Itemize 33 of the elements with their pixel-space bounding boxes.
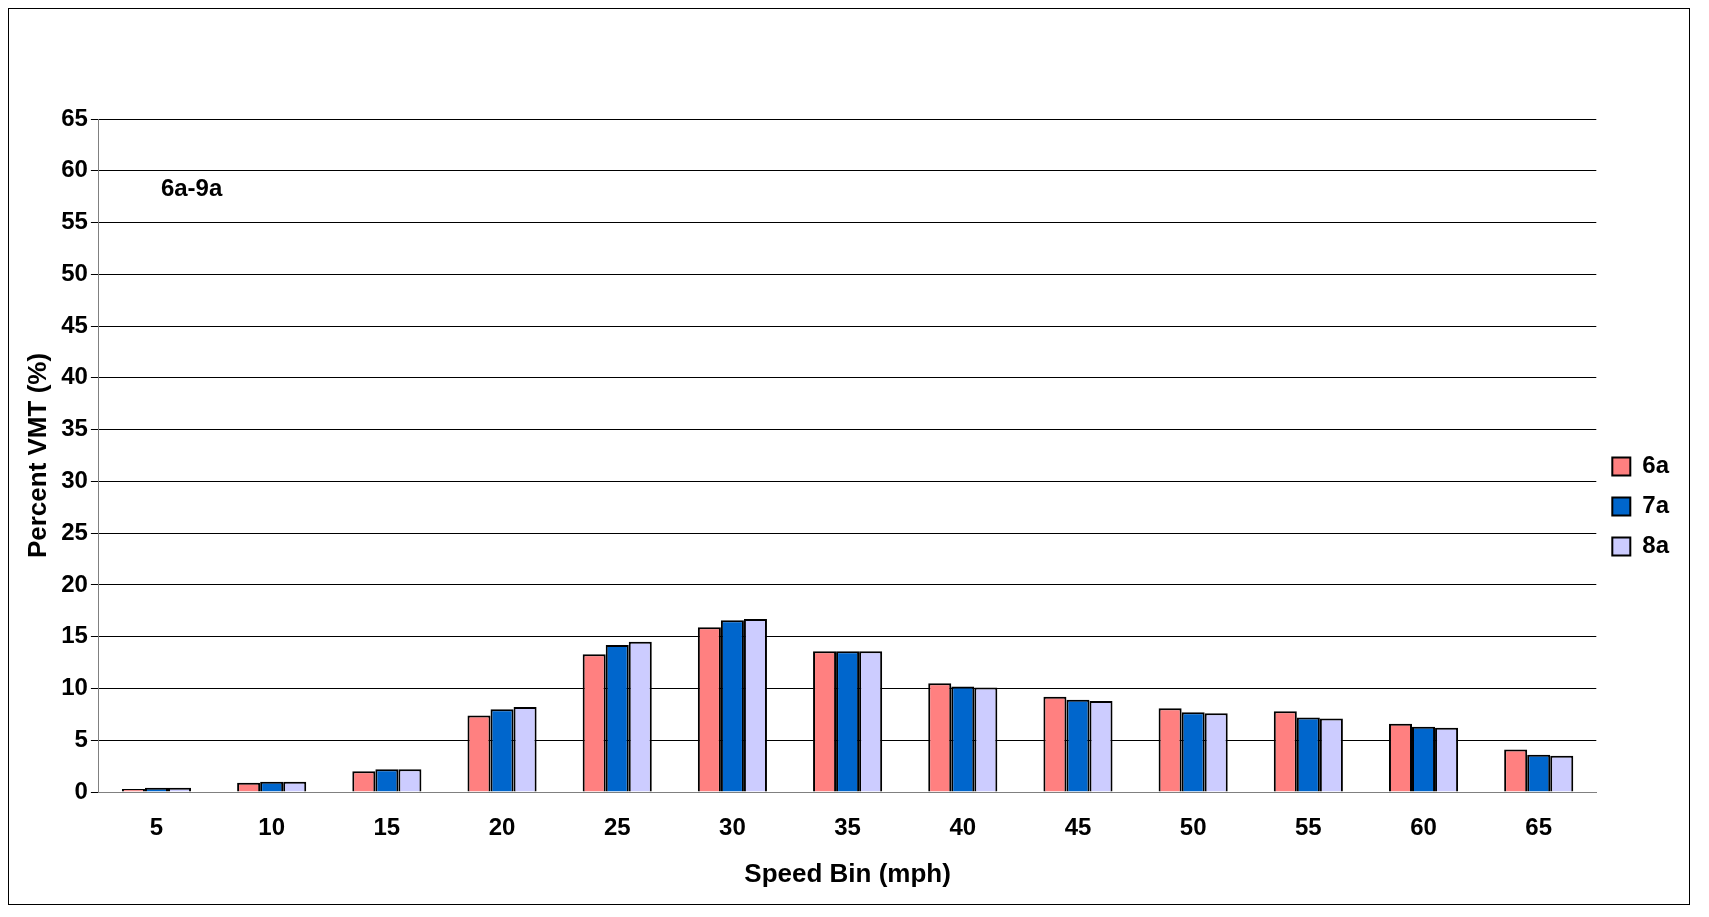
- x-tick-label: 55: [1294, 813, 1322, 841]
- x-tick-label: 50: [1179, 813, 1207, 841]
- x-tick-label: 10: [258, 813, 286, 841]
- y-tick-label: 60: [61, 155, 88, 183]
- x-tick-label: 30: [719, 813, 746, 841]
- y-tick-label: 25: [61, 517, 88, 545]
- x-tick-label: 40: [949, 813, 977, 841]
- x-tick-label: 65: [1525, 813, 1553, 841]
- x-tick-label: 45: [1064, 813, 1092, 841]
- y-tick-label: 35: [61, 414, 88, 442]
- y-tick-label: 20: [61, 569, 88, 597]
- y-tick-label: 5: [74, 724, 88, 752]
- y-tick-label: 50: [61, 258, 88, 286]
- legend-label: 6a: [1642, 451, 1670, 479]
- y-tick-label: 15: [61, 621, 88, 649]
- annotation: 6a-9a: [160, 173, 223, 201]
- y-tick-label: 30: [61, 466, 88, 494]
- y-tick-label: 10: [61, 673, 88, 701]
- x-tick-label: 60: [1410, 813, 1437, 841]
- x-axis-title: Speed Bin (mph): [744, 857, 951, 888]
- legend-label: 8a: [1642, 531, 1670, 559]
- y-tick-label: 40: [61, 362, 88, 390]
- y-tick-label: 55: [61, 207, 88, 235]
- x-tick-label: 35: [834, 813, 861, 841]
- x-tick-label: 25: [603, 813, 631, 841]
- y-tick-label: 65: [61, 103, 88, 131]
- x-tick-label: 5: [149, 813, 164, 841]
- x-tick-label: 15: [373, 813, 401, 841]
- legend-label: 7a: [1642, 491, 1670, 519]
- x-tick-label: 20: [488, 813, 516, 841]
- y-tick-label: 45: [61, 310, 88, 338]
- y-axis-title: Percent VMT (%): [21, 352, 52, 559]
- y-tick-label: 0: [74, 776, 88, 804]
